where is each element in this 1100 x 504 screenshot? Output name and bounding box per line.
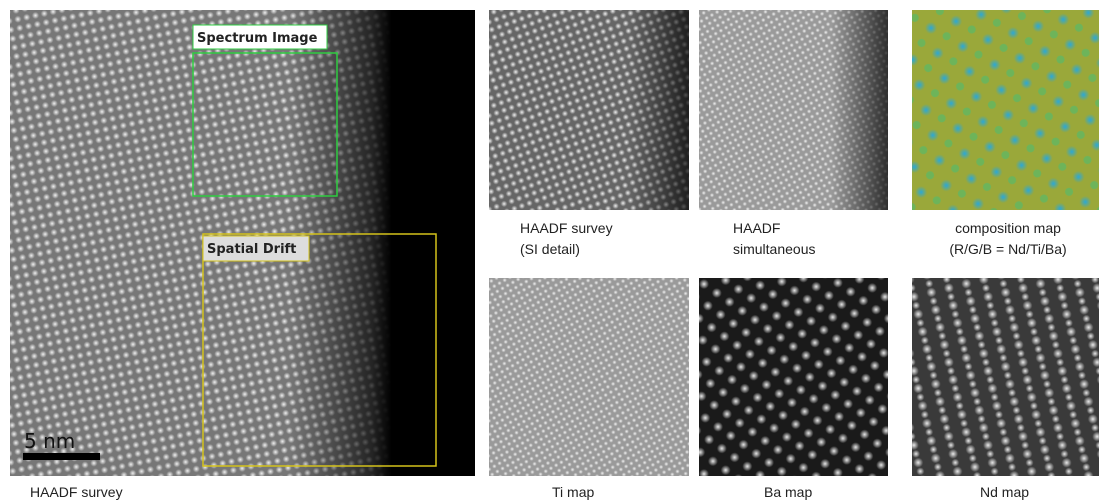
roi-label: Spectrum Image <box>197 31 318 46</box>
panel-image <box>912 278 1099 476</box>
panel-image <box>489 278 689 476</box>
caption: Ti map <box>552 482 594 503</box>
caption: HAADF survey(SI detail) <box>520 218 613 260</box>
caption-line: (R/G/B = Nd/Ti/Ba) <box>918 239 1098 260</box>
caption: Nd map <box>980 482 1029 503</box>
panel-image <box>912 10 1099 210</box>
roi-label: Spatial Drift <box>207 242 296 257</box>
caption-line: simultaneous <box>733 239 816 260</box>
caption-line: HAADF <box>733 218 816 239</box>
panel-shade <box>699 10 888 210</box>
caption: composition map(R/G/B = Nd/Ti/Ba) <box>918 218 1098 260</box>
panel-shade <box>489 10 689 210</box>
caption: Ba map <box>764 482 812 503</box>
caption-line: (SI detail) <box>520 239 613 260</box>
scale-bar <box>23 453 100 460</box>
caption-line: composition map <box>918 218 1098 239</box>
panel-image <box>699 278 888 476</box>
figure: {"survey": {"caption": "HAADF survey", "… <box>0 0 1100 504</box>
caption: HAADF survey <box>30 482 123 503</box>
scale-bar-label: 5 nm <box>24 429 75 453</box>
caption-line: HAADF survey <box>520 218 613 239</box>
